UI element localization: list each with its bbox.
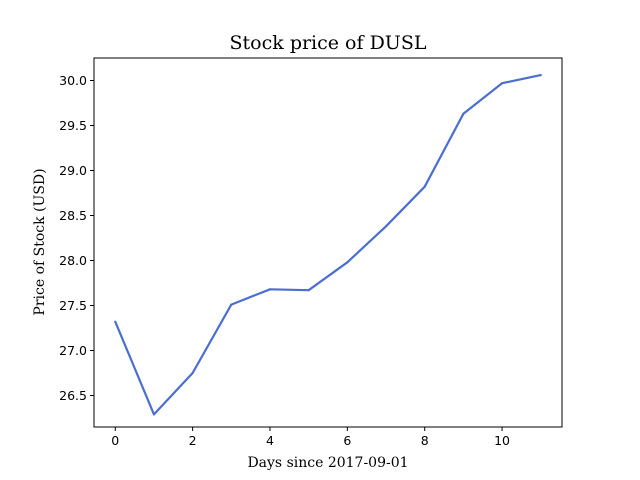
data-point	[462, 112, 465, 115]
y-tick-label: 29.0	[59, 163, 87, 178]
y-tick-label: 27.5	[59, 298, 87, 313]
y-tick-label: 27.0	[59, 343, 87, 358]
data-point	[346, 261, 349, 264]
chart-title: Stock price of DUSL	[230, 32, 427, 54]
series-line	[114, 74, 541, 416]
data-point	[539, 74, 542, 77]
data-point	[500, 82, 504, 85]
data-point	[191, 371, 194, 375]
y-tick-label: 28.5	[59, 208, 87, 223]
x-tick-label: 10	[494, 433, 510, 448]
y-tick-label: 29.5	[59, 118, 87, 133]
data-point	[384, 225, 388, 228]
data-point	[268, 288, 272, 291]
x-tick-label: 2	[189, 433, 197, 448]
x-tick-label: 4	[266, 433, 274, 448]
x-tick-label: 8	[421, 433, 429, 448]
data-point	[307, 289, 310, 292]
data-point	[152, 413, 156, 416]
y-axis-label: Price of Stock (USD)	[32, 168, 48, 315]
data-point	[423, 185, 426, 188]
x-tick-label: 0	[111, 433, 119, 448]
y-axis-ticks: 26.5 27.0 27.5 28.0 28.5 29.0 29.5 30.0	[59, 73, 94, 403]
plot-area	[93, 57, 563, 428]
x-axis-ticks: 0 2 4 6 8 10	[111, 427, 510, 448]
data-point	[114, 320, 117, 323]
data-point	[230, 303, 233, 306]
y-tick-label: 28.0	[59, 253, 87, 268]
y-tick-label: 26.5	[59, 388, 87, 403]
series-layer	[114, 74, 542, 416]
x-tick-label: 6	[343, 433, 351, 448]
x-axis-label: Days since 2017-09-01	[247, 455, 408, 471]
y-tick-label: 30.0	[59, 73, 87, 88]
